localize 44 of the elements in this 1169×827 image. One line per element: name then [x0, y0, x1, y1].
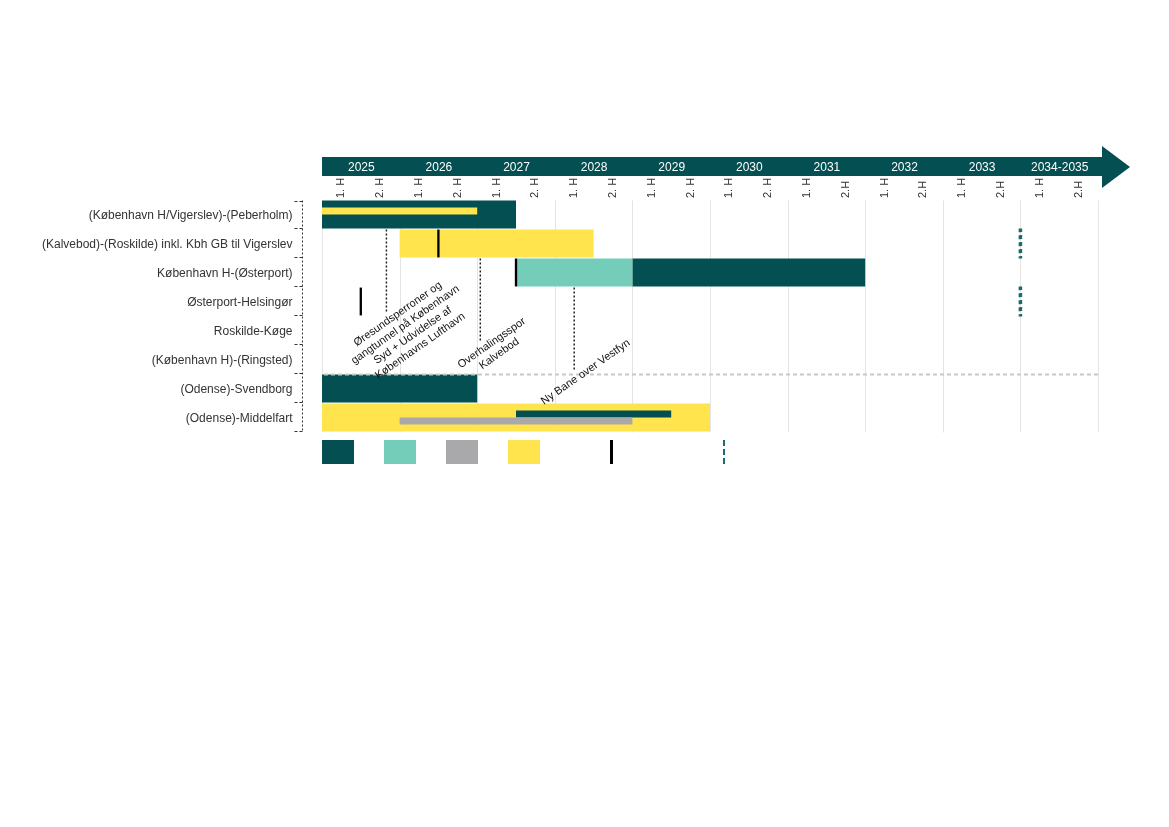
text: 2.H: [994, 180, 1006, 198]
y-tick-label: (Odense)-Middelfart: [185, 411, 294, 425]
y-tick-label: (København H)-(Ringsted): [151, 353, 293, 367]
text: 2.H: [1071, 180, 1084, 198]
text: 1. H: [800, 177, 812, 198]
x-tick-label: 2028: [580, 159, 608, 174]
text: 2. H: [450, 177, 463, 198]
x-tick-label: 2029: [658, 159, 686, 174]
bar: [1018, 228, 1023, 259]
bar: [516, 258, 633, 287]
y-tick-label: (Kalvebod)-(Roskilde) inkl. Kbh GB til Vigerslev: [41, 237, 293, 251]
y-tick-label: Østerport-Helsingør: [187, 295, 293, 309]
bar: [1018, 286, 1023, 317]
x-tick-label: 2033: [968, 159, 996, 174]
x-tick-label: 2031: [813, 159, 841, 174]
text: 1. H: [489, 177, 502, 198]
text: 2. H: [373, 177, 386, 198]
text: 2. H: [683, 177, 696, 198]
x-tick-label: 2027: [503, 159, 531, 174]
text: 1. H: [334, 177, 347, 198]
y-tick-label: (Odense)-Svendborg: [180, 382, 293, 396]
text: 1. H: [412, 177, 424, 198]
text: 2.H: [838, 180, 851, 198]
text: 1. H: [877, 177, 890, 198]
text: 1. H: [1032, 177, 1045, 198]
x-tick-label: 2026: [425, 159, 453, 174]
text: 2.H: [916, 180, 929, 198]
x-tick-label: 2030: [735, 159, 763, 174]
text: 2. H: [528, 177, 541, 198]
text: 1. H: [955, 177, 968, 198]
x-tick-label: 2032: [891, 159, 919, 174]
y-tick-label: (København H/Vigerslev)-(Peberholm): [88, 208, 293, 222]
bar: [437, 229, 440, 258]
text: 1. H: [644, 177, 657, 198]
text: 1. H: [722, 177, 735, 198]
text: 2. H: [606, 177, 618, 198]
text: 2. H: [761, 177, 774, 198]
bar: [632, 258, 866, 287]
text: 1. H: [567, 177, 580, 198]
y-tick-label: Roskilde-Køge: [213, 324, 293, 338]
bar: [399, 229, 594, 258]
y-tick-label: København H-(Østerport): [157, 266, 293, 280]
x-tick-label: 2034-2035: [1031, 159, 1089, 174]
x-tick-label: 2025: [347, 159, 375, 174]
